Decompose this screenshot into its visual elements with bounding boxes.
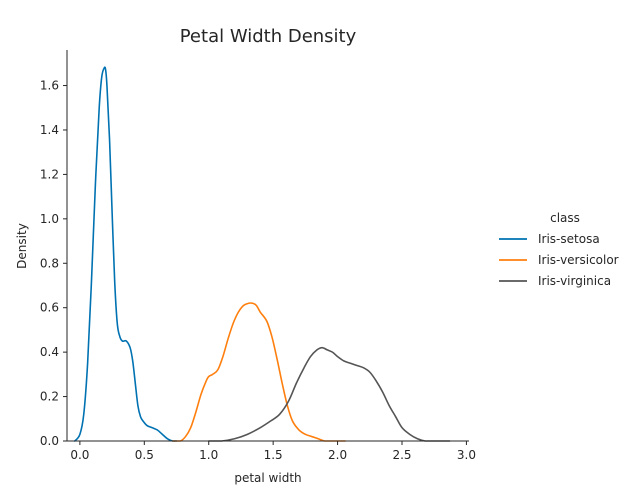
y-tick-label: 1.6	[40, 79, 59, 93]
legend: class Iris-setosa Iris-versicolor Iris-vir…	[499, 211, 619, 288]
x-ticks: 0.0 0.5 1.0 1.5 2.0 2.5 3.0	[70, 441, 476, 462]
y-tick-label: 1.4	[40, 123, 59, 137]
x-tick-label: 1.5	[264, 448, 283, 462]
y-tick-label: 1.2	[40, 167, 59, 181]
series-line-iris-virginica	[207, 346, 451, 442]
x-tick-label: 2.5	[392, 448, 411, 462]
series-layer	[73, 66, 451, 442]
x-tick-label: 2.0	[328, 448, 347, 462]
y-tick-label: 0.0	[40, 434, 59, 448]
series-line-iris-setosa	[73, 66, 178, 442]
series-line-iris-versicolor	[171, 302, 347, 442]
legend-items: Iris-setosa Iris-versicolor Iris-virginica	[499, 232, 619, 288]
x-tick-label: 1.0	[199, 448, 218, 462]
y-tick-label: 0.4	[40, 345, 59, 359]
y-axis-title: Density	[15, 223, 29, 269]
y-tick-label: 0.2	[40, 390, 59, 404]
y-tick-label: 1.0	[40, 212, 59, 226]
x-tick-label: 0.5	[135, 448, 154, 462]
legend-title: class	[550, 211, 580, 225]
y-ticks: 0.0 0.2 0.4 0.6 0.8 1.0 1.2 1.4 1.6	[40, 79, 67, 448]
chart-title: Petal Width Density	[180, 26, 357, 47]
legend-label: Iris-setosa	[538, 232, 600, 246]
x-tick-label: 3.0	[457, 448, 476, 462]
legend-label: Iris-versicolor	[538, 253, 619, 267]
y-tick-label: 0.6	[40, 301, 59, 315]
plot-area: 0.0 0.5 1.0 1.5 2.0 2.5 3.0 0.0 0.2 0.4 0.6 0.8 1.0…	[40, 50, 476, 462]
legend-label: Iris-virginica	[538, 274, 611, 288]
y-tick-label: 0.8	[40, 256, 59, 270]
x-axis-title: petal width	[234, 471, 301, 485]
x-tick-label: 0.0	[70, 448, 89, 462]
